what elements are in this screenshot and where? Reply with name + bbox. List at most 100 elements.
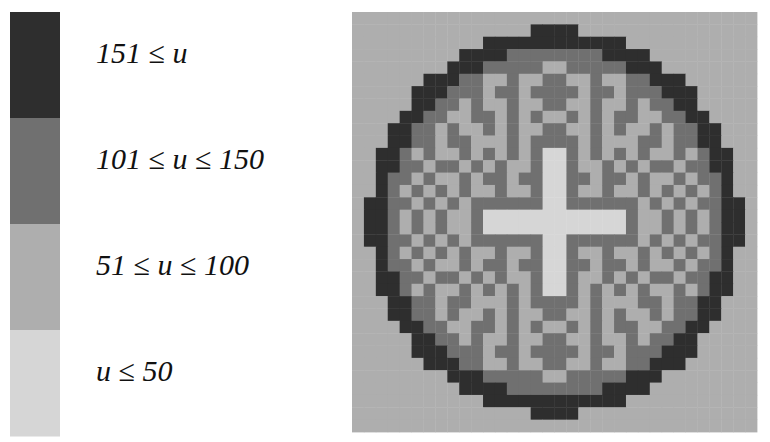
heatmap-cell	[662, 234, 674, 247]
heatmap-cell	[626, 12, 638, 25]
heatmap-cell	[590, 136, 602, 149]
heatmap-cell	[400, 185, 412, 198]
heatmap-cell	[459, 24, 471, 37]
heatmap-cell	[650, 308, 662, 321]
heatmap-cell	[447, 321, 459, 334]
heatmap-cell	[435, 210, 447, 223]
heatmap-cell	[709, 61, 721, 74]
legend-swatch	[10, 330, 60, 437]
heatmap-cell	[721, 86, 733, 99]
heatmap-cell	[531, 296, 543, 309]
heatmap-cell	[686, 271, 698, 284]
heatmap-cell	[471, 86, 483, 99]
heatmap-cell	[555, 12, 567, 25]
heatmap-cell	[376, 271, 388, 284]
heatmap-cell	[388, 24, 400, 37]
heatmap-cell	[626, 333, 638, 346]
heatmap-cell	[566, 160, 578, 173]
heatmap-cell	[423, 86, 435, 99]
heatmap-cell	[519, 160, 531, 173]
heatmap-cell	[435, 370, 447, 383]
heatmap-cell	[733, 24, 745, 37]
heatmap-cell	[412, 185, 424, 198]
heatmap-cell	[435, 358, 447, 371]
heatmap-cell	[352, 86, 364, 99]
heatmap-cell	[674, 333, 686, 346]
heatmap-cell	[686, 37, 698, 50]
heatmap-cell	[745, 123, 757, 136]
heatmap-cell	[638, 173, 650, 186]
heatmap-cell	[578, 358, 590, 371]
heatmap-cell	[364, 346, 376, 359]
heatmap-cell	[531, 321, 543, 334]
heatmap-cell	[483, 111, 495, 124]
heatmap-cell	[447, 173, 459, 186]
heatmap-cell	[400, 160, 412, 173]
heatmap-cell	[638, 197, 650, 210]
heatmap-cell	[709, 12, 721, 25]
heatmap-cell	[483, 24, 495, 37]
heatmap-cell	[352, 49, 364, 62]
heatmap-cell	[578, 370, 590, 383]
heatmap-cell	[519, 259, 531, 272]
heatmap-cell	[590, 271, 602, 284]
heatmap-cell	[709, 148, 721, 161]
heatmap-cell	[555, 296, 567, 309]
heatmap-cell	[578, 395, 590, 408]
heatmap-cell	[602, 358, 614, 371]
heatmap-cell	[423, 296, 435, 309]
heatmap-cell	[483, 136, 495, 149]
heatmap-cell	[447, 346, 459, 359]
heatmap-cell	[519, 321, 531, 334]
heatmap-cell	[423, 383, 435, 396]
heatmap-cell	[614, 197, 626, 210]
heatmap-cell	[352, 185, 364, 198]
heatmap-cell	[519, 234, 531, 247]
heatmap-cell	[388, 296, 400, 309]
heatmap-cell	[709, 308, 721, 321]
heatmap-cell	[531, 197, 543, 210]
heatmap-cell	[388, 407, 400, 420]
heatmap-cell	[733, 284, 745, 297]
heatmap-cell	[459, 222, 471, 235]
heatmap-cell	[614, 333, 626, 346]
heatmap-cell	[495, 383, 507, 396]
heatmap-cell	[447, 420, 459, 433]
heatmap-cell	[388, 86, 400, 99]
heatmap-cell	[626, 308, 638, 321]
heatmap-cell	[686, 98, 698, 111]
heatmap-cell	[412, 346, 424, 359]
heatmap-cell	[364, 333, 376, 346]
heatmap-cell	[578, 346, 590, 359]
heatmap-cell	[614, 395, 626, 408]
heatmap-cell	[566, 98, 578, 111]
heatmap-cell	[412, 173, 424, 186]
heatmap-cell	[721, 24, 733, 37]
heatmap-cell	[483, 321, 495, 334]
heatmap-cell	[459, 395, 471, 408]
heatmap-cell	[638, 123, 650, 136]
heatmap-cell	[614, 12, 626, 25]
heatmap-cell	[638, 395, 650, 408]
heatmap-cell	[602, 395, 614, 408]
heatmap-cell	[721, 395, 733, 408]
heatmap-cell	[638, 210, 650, 223]
heatmap-cell	[507, 123, 519, 136]
heatmap-cell	[602, 296, 614, 309]
heatmap-cell	[709, 37, 721, 50]
heatmap-cell	[578, 173, 590, 186]
heatmap-cell	[531, 173, 543, 186]
heatmap-cell	[459, 173, 471, 186]
heatmap-cell	[626, 247, 638, 260]
heatmap-cell	[709, 383, 721, 396]
heatmap-cell	[388, 247, 400, 260]
heatmap-cell	[471, 222, 483, 235]
heatmap-cell	[745, 24, 757, 37]
heatmap-cell	[638, 136, 650, 149]
heatmap-cell	[602, 346, 614, 359]
heatmap-cell	[721, 407, 733, 420]
heatmap-cell	[412, 222, 424, 235]
heatmap-cell	[412, 61, 424, 74]
heatmap-cell	[352, 148, 364, 161]
heatmap-cell	[745, 271, 757, 284]
